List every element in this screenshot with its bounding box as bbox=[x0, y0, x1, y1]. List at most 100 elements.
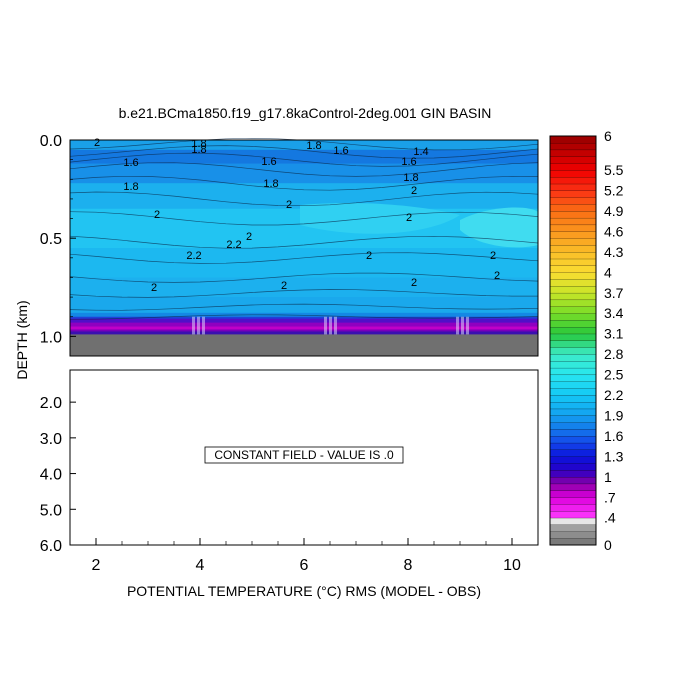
field-band bbox=[70, 331, 538, 335]
contour-label: 1.8 bbox=[263, 178, 278, 190]
colorbar-label: .7 bbox=[604, 489, 616, 505]
contour-label: 1.8 bbox=[306, 140, 321, 152]
y-tick-label: 4.0 bbox=[40, 467, 62, 484]
colorbar-swatch bbox=[549, 279, 597, 287]
colorbar-swatch bbox=[549, 238, 597, 246]
colorbar-label: 2.5 bbox=[604, 367, 624, 383]
field-patch bbox=[300, 203, 460, 234]
colorbar-swatch bbox=[549, 292, 597, 301]
contour-line bbox=[69, 272, 539, 283]
contour-label: 2.2 bbox=[186, 250, 201, 262]
colorbar-swatch bbox=[549, 490, 597, 498]
contour-cluster-mark bbox=[329, 316, 332, 335]
contour-label: 1.4 bbox=[413, 146, 428, 158]
colorbar-label: 3.4 bbox=[604, 305, 624, 321]
contour-cluster-mark bbox=[334, 316, 337, 335]
contour-label: 2 bbox=[411, 185, 417, 197]
colorbar-swatch bbox=[549, 531, 597, 539]
field-band bbox=[70, 326, 538, 330]
contour-cluster-mark bbox=[461, 316, 464, 335]
bathymetry-mask bbox=[70, 334, 538, 356]
contour-label: 2 bbox=[286, 199, 292, 211]
colorbar-swatch bbox=[549, 272, 597, 280]
colorbar-swatch bbox=[549, 340, 597, 348]
colorbar-swatch bbox=[549, 217, 597, 226]
lower-panel: 2.0 3.0 4.0 5.0 6.0 2 4 6 8 10 CONSTANT FIELD - VA… bbox=[40, 369, 539, 574]
contour-label: 2 bbox=[154, 209, 160, 221]
colorbar-swatch bbox=[549, 435, 597, 444]
colorbar-label: 1.9 bbox=[604, 407, 624, 423]
colorbar-label: 5.5 bbox=[604, 162, 624, 178]
colorbar-swatch bbox=[549, 524, 597, 532]
colorbar-swatch bbox=[549, 204, 597, 212]
colorbar-swatch bbox=[549, 258, 597, 266]
contour-line bbox=[69, 303, 539, 311]
colorbar-swatch bbox=[549, 367, 597, 376]
y-axis-label: DEPTH (km) bbox=[14, 300, 30, 379]
colorbar-swatch bbox=[549, 149, 597, 157]
contour-line bbox=[69, 191, 539, 207]
contour-label: 1.8 bbox=[191, 138, 206, 150]
field-band bbox=[70, 297, 538, 314]
colorbar-label: 0 bbox=[604, 537, 612, 553]
x-tick-label: 2 bbox=[92, 557, 101, 574]
contour-line bbox=[69, 152, 539, 167]
colorbar-swatch bbox=[549, 517, 597, 525]
colorbar-swatch bbox=[549, 449, 597, 457]
colorbar-swatch bbox=[549, 169, 597, 178]
colorbar-swatch bbox=[549, 135, 597, 144]
contour-label: 2 bbox=[366, 250, 372, 262]
colorbar-swatch bbox=[549, 251, 597, 260]
y-tick-label: 3.0 bbox=[40, 431, 62, 448]
contour-line bbox=[69, 252, 539, 264]
colorbar-swatch bbox=[549, 306, 597, 314]
colorbar-swatch bbox=[549, 299, 597, 307]
colorbar-swatch bbox=[549, 394, 597, 403]
colorbar-swatch bbox=[549, 244, 597, 253]
colorbar-swatch bbox=[549, 401, 597, 410]
contour-label: 2 bbox=[246, 231, 252, 243]
colorbar-swatch bbox=[549, 476, 597, 485]
contour-label: 1.6 bbox=[261, 156, 276, 168]
colorbar-label: 3.1 bbox=[604, 326, 624, 342]
contour-label: 2 bbox=[94, 137, 100, 149]
annotation-box bbox=[204, 446, 404, 464]
colorbar-swatch bbox=[549, 142, 597, 151]
field-band bbox=[70, 329, 538, 332]
contour-label: 2 bbox=[406, 212, 412, 224]
colorbar-swatch bbox=[549, 360, 597, 369]
colorbar-swatch bbox=[549, 497, 597, 505]
contour-line bbox=[69, 162, 539, 177]
colorbar-label: 4 bbox=[604, 264, 612, 280]
colorbar-swatch bbox=[549, 347, 597, 355]
colorbar-swatch bbox=[549, 197, 597, 205]
colorbar-label: 4.9 bbox=[604, 203, 624, 219]
field-patch bbox=[460, 207, 538, 248]
colorbar-swatch bbox=[549, 415, 597, 423]
contour-label: 2 bbox=[411, 277, 417, 289]
colorbar-swatch bbox=[549, 333, 597, 341]
field-band bbox=[70, 248, 538, 278]
colorbar-swatch bbox=[549, 503, 597, 512]
contour-line bbox=[69, 235, 539, 249]
y-tick-label: 2.0 bbox=[40, 395, 62, 412]
colorbar-swatch bbox=[549, 428, 597, 437]
colorbar-label: 1.3 bbox=[604, 448, 624, 464]
y-tick-label: 1.0 bbox=[40, 329, 62, 346]
colorbar-swatch bbox=[549, 265, 597, 273]
colorbar-frame bbox=[549, 135, 597, 546]
colorbar-swatch bbox=[549, 354, 597, 362]
contour-line bbox=[69, 289, 538, 298]
contour-line bbox=[69, 175, 539, 191]
contour-label: 2 bbox=[281, 280, 287, 292]
field-band bbox=[70, 140, 538, 151]
upper-frame bbox=[69, 139, 539, 357]
colorbar-swatch bbox=[549, 183, 597, 191]
field-band bbox=[70, 149, 538, 165]
contour-cluster-mark bbox=[197, 316, 200, 335]
x-axis-label: POTENTIAL TEMPERATURE (°C) RMS (MODEL - … bbox=[127, 583, 481, 599]
contour-label: 1.8 bbox=[123, 181, 138, 193]
y-tick-label: 0.5 bbox=[40, 231, 62, 248]
contour-label: 1.6 bbox=[333, 145, 348, 157]
